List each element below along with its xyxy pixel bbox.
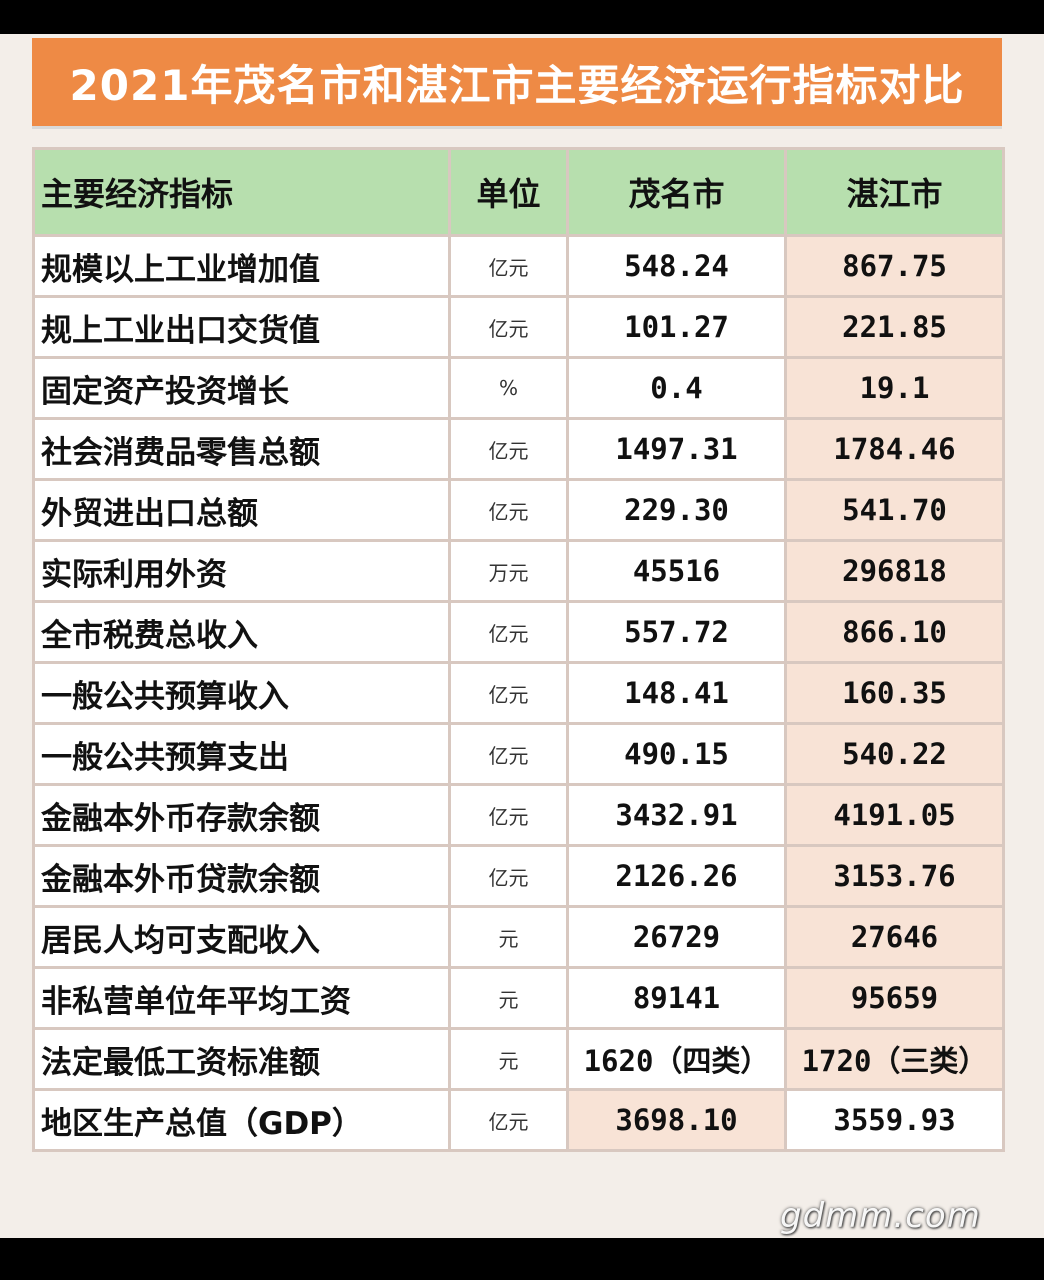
unit-cell: 亿元 [448, 478, 569, 542]
indicator-cell: 金融本外币存款余额 [32, 783, 451, 847]
maoming-cell: 1497.31 [566, 417, 787, 481]
indicator-cell: 规上工业出口交货值 [32, 295, 451, 359]
header-indicator: 主要经济指标 [32, 147, 451, 237]
maoming-cell: 229.30 [566, 478, 787, 542]
table-row: 社会消费品零售总额 亿元 1497.31 1784.46 [32, 417, 1005, 481]
header-zhanjiang: 湛江市 [784, 147, 1005, 237]
unit-cell: 元 [448, 1027, 569, 1091]
table-row: 规模以上工业增加值 亿元 548.24 867.75 [32, 234, 1005, 298]
unit-cell: 亿元 [448, 417, 569, 481]
table-row: 一般公共预算收入 亿元 148.41 160.35 [32, 661, 1005, 725]
table-row: 非私营单位年平均工资元 89141 95659 [32, 966, 1005, 1030]
table-row: 固定资产投资增长% 0.4 19.1 [32, 356, 1005, 420]
zhanjiang-cell: 1784.46 [784, 417, 1005, 481]
unit-cell: 亿元 [448, 1088, 569, 1152]
maoming-cell: 557.72 [566, 600, 787, 664]
maoming-cell: 548.24 [566, 234, 787, 298]
zhanjiang-cell: 3559.93 [784, 1088, 1005, 1152]
zhanjiang-cell: 95659 [784, 966, 1005, 1030]
maoming-cell: 45516 [566, 539, 787, 603]
unit-cell: 亿元 [448, 234, 569, 298]
header-maoming: 茂名市 [566, 147, 787, 237]
maoming-cell: 148.41 [566, 661, 787, 725]
zhanjiang-cell: 160.35 [784, 661, 1005, 725]
unit-cell: 亿元 [448, 783, 569, 847]
unit-cell: % [448, 356, 569, 420]
table-title: 2021年茂名市和湛江市主要经济运行指标对比 [32, 38, 1002, 129]
zhanjiang-cell: 221.85 [784, 295, 1005, 359]
unit-cell: 万元 [448, 539, 569, 603]
zhanjiang-cell: 19.1 [784, 356, 1005, 420]
indicator-cell: 非私营单位年平均工资 [32, 966, 451, 1030]
zhanjiang-cell: 27646 [784, 905, 1005, 969]
unit-cell: 元 [448, 966, 569, 1030]
table-row: 居民人均可支配收入元 26729 27646 [32, 905, 1005, 969]
bottom-black-bar [0, 1238, 1044, 1280]
indicator-cell: 规模以上工业增加值 [32, 234, 451, 298]
zhanjiang-cell: 4191.05 [784, 783, 1005, 847]
table-row: 金融本外币贷款余额 亿元 2126.26 3153.76 [32, 844, 1005, 908]
table-row: 金融本外币存款余额 亿元 3432.91 4191.05 [32, 783, 1005, 847]
indicator-cell: 一般公共预算支出 [32, 722, 451, 786]
unit-cell: 亿元 [448, 722, 569, 786]
indicator-cell: 法定最低工资标准额 [32, 1027, 451, 1091]
header-unit: 单位 [448, 147, 569, 237]
table-row: 外贸进出口总额 亿元 229.30 541.70 [32, 478, 1005, 542]
table-row: 一般公共预算支出 亿元 490.15 540.22 [32, 722, 1005, 786]
indicator-cell: 社会消费品零售总额 [32, 417, 451, 481]
table-body: 规模以上工业增加值 亿元 548.24 867.75 规上工业出口交货值 亿元 101.2… [32, 234, 1005, 1152]
zhanjiang-cell: 1720（三类） [784, 1027, 1005, 1091]
unit-cell: 亿元 [448, 295, 569, 359]
table-header-row: 主要经济指标 单位 茂名市 湛江市 [32, 147, 1005, 237]
indicator-cell: 实际利用外资 [32, 539, 451, 603]
maoming-cell: 490.15 [566, 722, 787, 786]
maoming-cell: 101.27 [566, 295, 787, 359]
unit-cell: 亿元 [448, 600, 569, 664]
indicator-cell: 全市税费总收入 [32, 600, 451, 664]
maoming-cell: 26729 [566, 905, 787, 969]
table-row: 全市税费总收入 亿元 557.72 866.10 [32, 600, 1005, 664]
maoming-cell: 3432.91 [566, 783, 787, 847]
table-row: 地区生产总值（GDP） 亿元 3698.10 3559.93 [32, 1088, 1005, 1152]
indicator-cell: 地区生产总值（GDP） [32, 1088, 451, 1152]
table-row: 法定最低工资标准额元 1620（四类） 1720（三类） [32, 1027, 1005, 1091]
zhanjiang-cell: 866.10 [784, 600, 1005, 664]
unit-cell: 元 [448, 905, 569, 969]
zhanjiang-cell: 540.22 [784, 722, 1005, 786]
maoming-cell: 0.4 [566, 356, 787, 420]
indicator-cell: 一般公共预算收入 [32, 661, 451, 725]
maoming-cell: 3698.10 [566, 1088, 787, 1152]
maoming-cell: 1620（四类） [566, 1027, 787, 1091]
zhanjiang-cell: 541.70 [784, 478, 1005, 542]
indicator-cell: 居民人均可支配收入 [32, 905, 451, 969]
indicator-table: 主要经济指标 单位 茂名市 湛江市 规模以上工业增加值 亿元 548.24 867.7… [32, 147, 1005, 1152]
table-row: 实际利用外资 万元 45516 296818 [32, 539, 1005, 603]
zhanjiang-cell: 867.75 [784, 234, 1005, 298]
unit-cell: 亿元 [448, 661, 569, 725]
zhanjiang-cell: 296818 [784, 539, 1005, 603]
indicator-cell: 金融本外币贷款余额 [32, 844, 451, 908]
maoming-cell: 89141 [566, 966, 787, 1030]
unit-cell: 亿元 [448, 844, 569, 908]
indicator-cell: 固定资产投资增长 [32, 356, 451, 420]
zhanjiang-cell: 3153.76 [784, 844, 1005, 908]
indicator-cell: 外贸进出口总额 [32, 478, 451, 542]
maoming-cell: 2126.26 [566, 844, 787, 908]
table-row: 规上工业出口交货值 亿元 101.27 221.85 [32, 295, 1005, 359]
site-watermark: gdmm.com [780, 1196, 981, 1236]
